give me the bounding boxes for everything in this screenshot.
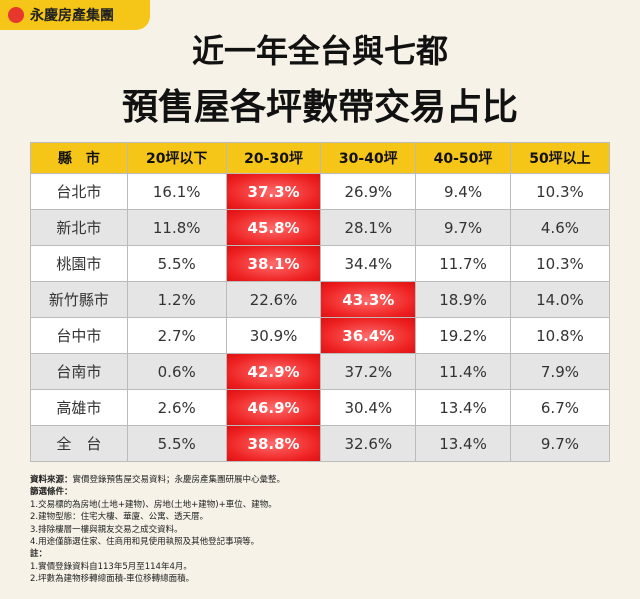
region-cell: 高雄市 — [30, 389, 128, 426]
header-cell: 30-40坪 — [320, 142, 417, 174]
region-cell: 新北市 — [30, 209, 128, 246]
header-cell: 縣 市 — [30, 142, 128, 174]
note-line: 2.坪數為建物移轉總面積-車位移轉總面積。 — [30, 574, 195, 585]
header-cell: 50坪以上 — [509, 142, 611, 174]
header-row: 縣 市 20坪以下 20-30坪 30-40坪 40-50坪 50坪以上 — [30, 142, 611, 174]
title: 預售屋各坪數帶交易占比 — [121, 87, 518, 128]
table: 縣 市 20坪以下 20-30坪 30-40坪 40-50坪 50坪以上 台北市 16.1% 3… — [30, 142, 611, 462]
value-cell: 43.3% — [320, 281, 417, 318]
value-cell: 13.4% — [415, 425, 511, 462]
note-label: 註： — [30, 549, 48, 560]
value-cell: 37.2% — [320, 353, 417, 390]
value-cell: 30.4% — [320, 389, 417, 426]
value-cell: 46.9% — [225, 389, 322, 426]
value-cell: 16.1% — [126, 173, 227, 210]
value-cell: 2.6% — [126, 389, 227, 426]
value-cell: 32.6% — [320, 425, 417, 462]
value-cell: 42.9% — [225, 353, 322, 390]
row: 高雄市 2.6% 46.9% 30.4% 13.4% 6.7% — [30, 389, 611, 426]
value-cell: 10.3% — [509, 245, 611, 282]
note-label: 篩選條件： — [30, 487, 73, 498]
region-cell: 台中市 — [30, 317, 128, 354]
notes: 資料來源：實價登錄預售屋交易資料；永慶房產集團研展中心彙整。 篩選條件： 1.交易標… — [30, 474, 285, 586]
brand-name: 永慶房產集團 — [30, 8, 114, 24]
value-cell: 4.6% — [509, 209, 611, 246]
value-cell: 38.1% — [225, 245, 322, 282]
value-cell: 14.0% — [509, 281, 611, 318]
note-line: 1.實價登錄資料自113年5月至114年4月。 — [30, 561, 192, 572]
logo — [8, 7, 24, 23]
value-cell: 34.4% — [320, 245, 417, 282]
value-cell: 0.6% — [126, 353, 227, 390]
value-cell: 38.8% — [225, 425, 322, 462]
value-cell: 28.1% — [320, 209, 417, 246]
note-text: 實價登錄預售屋交易資料；永慶房產集團研展中心彙整。 — [72, 475, 286, 485]
row: 新竹縣市 1.2% 22.6% 43.3% 18.9% 14.0% — [30, 281, 611, 318]
title: 近一年全台與七都 — [191, 32, 448, 70]
note-line: 2.建物型態：住宅大樓、華廈、公寓、透天厝。 — [30, 512, 209, 523]
value-cell: 45.8% — [225, 209, 322, 246]
region-cell: 台南市 — [30, 353, 128, 390]
value-cell: 30.9% — [225, 317, 322, 354]
value-cell: 5.5% — [126, 425, 227, 462]
region-cell: 全 台 — [30, 425, 128, 462]
value-cell: 10.3% — [509, 173, 611, 210]
note-line: 1.交易標的為房地(土地+建物)、房地(土地+建物)+車位、建物。 — [30, 499, 277, 510]
value-cell: 26.9% — [320, 173, 417, 210]
value-cell: 5.5% — [126, 245, 227, 282]
note-line: 註： — [30, 548, 285, 560]
value-cell: 2.7% — [126, 317, 227, 354]
brand: 永慶房產集團 — [0, 0, 150, 30]
value-cell: 19.2% — [415, 317, 511, 354]
value-cell: 9.7% — [415, 209, 511, 246]
header-cell: 20坪以下 — [126, 142, 227, 174]
value-cell: 13.4% — [415, 389, 511, 426]
row: 新北市 11.8% 45.8% 28.1% 9.7% 4.6% — [30, 209, 611, 246]
row: 全 台 5.5% 38.8% 32.6% 13.4% 9.7% — [30, 425, 611, 462]
note-line: 4.用途僅篩選住家、住商用和見使用執照及其他登記事項等。 — [30, 537, 260, 548]
note-line: 篩選條件： — [30, 486, 285, 498]
row: 台中市 2.7% 30.9% 36.4% 19.2% 10.8% — [30, 317, 611, 354]
region-cell: 台北市 — [30, 173, 128, 210]
note-line: 資料來源：實價登錄預售屋交易資料；永慶房產集團研展中心彙整。 — [30, 474, 285, 486]
value-cell: 9.4% — [415, 173, 511, 210]
value-cell: 6.7% — [509, 389, 611, 426]
value-cell: 1.2% — [126, 281, 227, 318]
region-cell: 桃園市 — [30, 245, 128, 282]
header-cell: 40-50坪 — [415, 142, 511, 174]
header-cell: 20-30坪 — [225, 142, 322, 174]
note-label: 資料來源： — [30, 475, 73, 485]
note-line: 3.排除樓層一樓與親友交易之成交資料。 — [30, 524, 183, 535]
value-cell: 10.8% — [509, 317, 611, 354]
row: 台北市 16.1% 37.3% 26.9% 9.4% 10.3% — [30, 173, 611, 210]
value-cell: 36.4% — [320, 317, 417, 354]
value-cell: 9.7% — [509, 425, 611, 462]
row: 桃園市 5.5% 38.1% 34.4% 11.7% 10.3% — [30, 245, 611, 282]
value-cell: 11.4% — [415, 353, 511, 390]
value-cell: 37.3% — [225, 173, 322, 210]
row: 台南市 0.6% 42.9% 37.2% 11.4% 7.9% — [30, 353, 611, 390]
value-cell: 18.9% — [415, 281, 511, 318]
value-cell: 7.9% — [509, 353, 611, 390]
region-cell: 新竹縣市 — [30, 281, 128, 318]
value-cell: 11.7% — [415, 245, 511, 282]
value-cell: 11.8% — [126, 209, 227, 246]
value-cell: 22.6% — [225, 281, 322, 318]
